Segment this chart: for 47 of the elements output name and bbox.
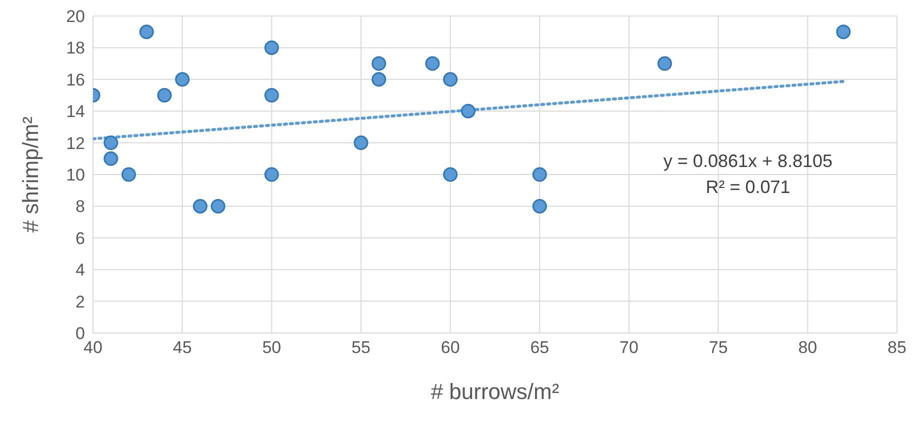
x-tick-label: 60 [440,338,460,358]
y-tick-label: 8 [76,197,85,216]
x-tick-label: 45 [172,338,192,358]
point [532,167,547,182]
point [460,104,476,118]
point [443,72,458,87]
point [836,24,851,40]
point [264,88,279,102]
point [210,198,226,214]
y-tick-label: 0 [76,324,85,344]
y-axis-title: # shrimp/m² [18,116,43,233]
point [443,167,458,182]
x-tick-label: 80 [798,338,818,358]
y-tick-label: 18 [66,38,85,58]
annotation: y = 0.0861x + 8.8105 [662,150,834,173]
x-tick-label: 50 [262,338,282,358]
point [192,198,208,214]
point [121,167,136,182]
y-tick-label: 10 [66,166,85,185]
y-tick-label: 12 [66,134,85,153]
x-tick-label: 70 [620,338,638,358]
point [354,136,368,150]
x-tick-label: 55 [352,338,370,358]
x-tick-label: 85 [888,338,906,358]
point [532,198,547,214]
point [264,167,279,182]
point [157,88,172,102]
x-tick-label: 65 [530,338,550,358]
point [139,24,154,40]
y-tick-label: 20 [66,7,85,26]
annotation: R² = 0.071 [704,176,792,199]
x-tick-label: 40 [84,338,102,358]
point [425,56,440,71]
point [372,72,386,87]
y-tick-label: 2 [76,292,85,312]
y-tick-label: 6 [76,228,85,248]
point [104,136,118,150]
y-tick-label: 4 [76,260,85,280]
y-tick-label: 14 [66,102,85,122]
x-tick-label: 75 [708,338,728,358]
x-axis-title: # burrows/m² [430,379,560,404]
point [104,151,118,166]
point [264,40,279,55]
point [657,56,672,71]
y-tick-label: 16 [66,70,85,90]
point [372,56,386,71]
point [175,72,190,87]
